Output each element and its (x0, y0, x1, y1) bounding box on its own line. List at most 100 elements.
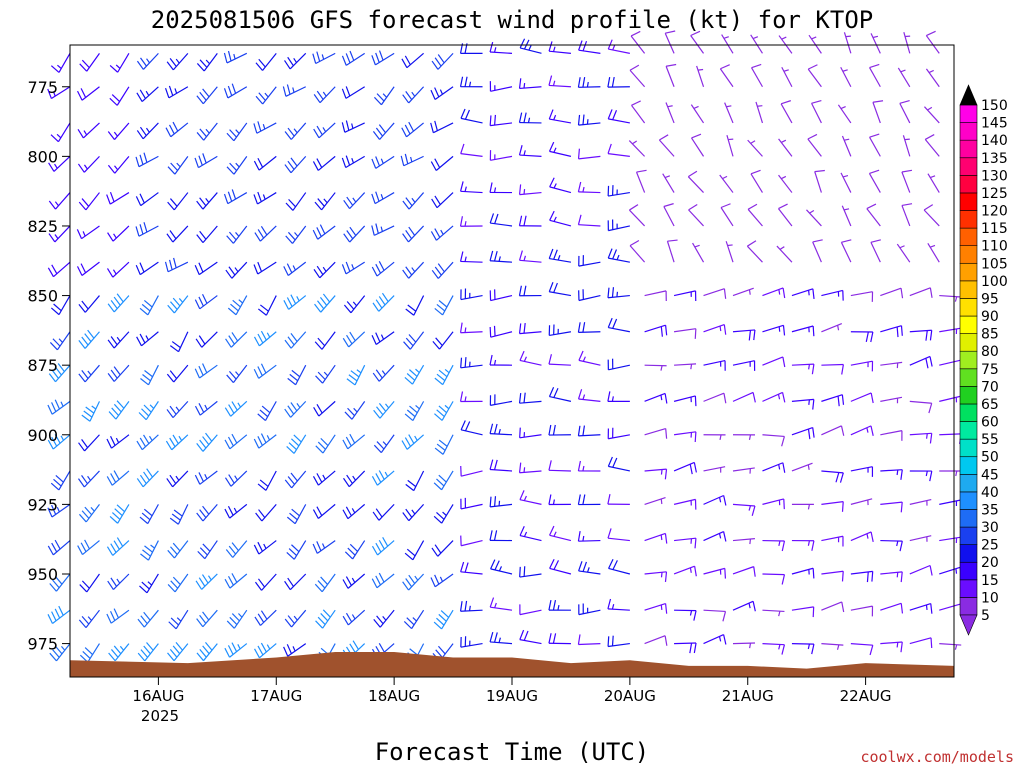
wind-barb (673, 395, 697, 407)
wind-barb (167, 540, 189, 559)
wind-barb (630, 100, 646, 124)
wind-barb (607, 76, 630, 88)
wind-barb (814, 169, 825, 193)
colorbar-swatch (959, 175, 978, 194)
colorbar-label: 125 (981, 186, 1008, 202)
wind-barb (166, 225, 189, 243)
wind-barb (223, 83, 248, 99)
wind-barb (732, 503, 756, 516)
wind-barb (284, 331, 307, 349)
wind-barb (720, 203, 734, 227)
y-tick-label: 875 (27, 356, 58, 375)
wind-barb (372, 364, 395, 382)
wind-barb (665, 102, 675, 124)
wind-barb (821, 570, 844, 582)
wind-barb (489, 423, 513, 436)
wind-barb (872, 100, 884, 124)
colorbar-swatch (959, 421, 978, 440)
wind-barb (431, 52, 454, 70)
wind-barb (644, 324, 668, 337)
wind-barb (195, 331, 218, 348)
wind-barb (225, 331, 248, 348)
wind-barb (371, 155, 395, 169)
colorbar-label: 25 (981, 538, 999, 554)
wind-barb (109, 504, 130, 524)
wind-barb (607, 287, 630, 299)
wind-barb (164, 85, 189, 99)
wind-barb (78, 609, 100, 628)
wind-barb (106, 434, 130, 449)
x-axis: 16AUG 17AUG 18AUG 19AUG 20AUG 21AUG 22AUG (132, 677, 892, 705)
wind-barb (732, 391, 756, 403)
wind-barb (762, 539, 786, 552)
wind-barb (107, 573, 130, 590)
wind-barb (460, 535, 483, 547)
colorbar-label: 60 (981, 415, 999, 431)
wind-barb (843, 32, 852, 54)
wind-barb (791, 503, 814, 510)
wind-barb (821, 363, 844, 375)
wind-barb (732, 467, 755, 474)
wind-barb (227, 295, 248, 316)
wind-barb (909, 498, 932, 506)
wind-barb (880, 361, 903, 369)
wind-barb (78, 295, 100, 313)
wind-barb (489, 114, 513, 127)
wind-barb (371, 470, 395, 486)
colorbar-swatch (959, 403, 978, 422)
wind-barb (312, 470, 336, 486)
wind-barb (254, 642, 277, 659)
colorbar-label: 10 (981, 590, 999, 606)
wind-barb (460, 357, 483, 369)
wind-barb (77, 155, 100, 173)
wind-barb (224, 400, 248, 417)
wind-barb (703, 434, 726, 440)
wind-barb (194, 363, 218, 379)
wind-barb (81, 401, 101, 422)
wind-barb (315, 434, 336, 454)
wind-barb (489, 325, 513, 338)
colorbar-label: 5 (981, 608, 990, 624)
colorbar-label: 100 (981, 274, 1008, 290)
wind-barb (840, 66, 852, 88)
wind-barb (778, 138, 793, 157)
wind-barb (196, 122, 218, 141)
wind-barb (880, 430, 903, 441)
wind-barb (841, 135, 852, 157)
wind-barb (691, 133, 705, 157)
wind-barb (107, 293, 130, 313)
wind-barb (137, 609, 159, 628)
wind-barb (434, 434, 454, 455)
colorbar-label: 120 (981, 204, 1008, 220)
colorbar-swatch (959, 280, 978, 299)
wind-barb (166, 52, 189, 71)
wind-barb (850, 392, 874, 404)
wind-barb (48, 363, 71, 383)
wind-barb (285, 192, 307, 211)
wind-barb (548, 141, 572, 157)
wind-barb (548, 109, 572, 124)
wind-barb (644, 364, 667, 371)
wind-barb (762, 391, 786, 403)
wind-barb (577, 494, 601, 506)
wind-barb (489, 150, 513, 161)
wind-barb (939, 433, 962, 445)
colorbar-swatch (959, 192, 978, 211)
wind-barb (548, 324, 572, 337)
colorbar-swatch (959, 474, 978, 493)
terrain-block (70, 651, 954, 677)
wind-barb (703, 359, 726, 371)
wind-barb (49, 573, 71, 592)
wind-barb (518, 323, 542, 335)
wind-barb (489, 213, 513, 227)
wind-barb (257, 470, 277, 491)
colorbar-swatch (959, 579, 978, 598)
wind-barb (313, 122, 336, 139)
wind-barb (548, 600, 571, 611)
wind-barb (666, 239, 678, 263)
wind-barb (107, 122, 130, 140)
wind-barb (762, 324, 786, 336)
wind-barb (939, 395, 962, 407)
wind-barb (283, 261, 307, 277)
